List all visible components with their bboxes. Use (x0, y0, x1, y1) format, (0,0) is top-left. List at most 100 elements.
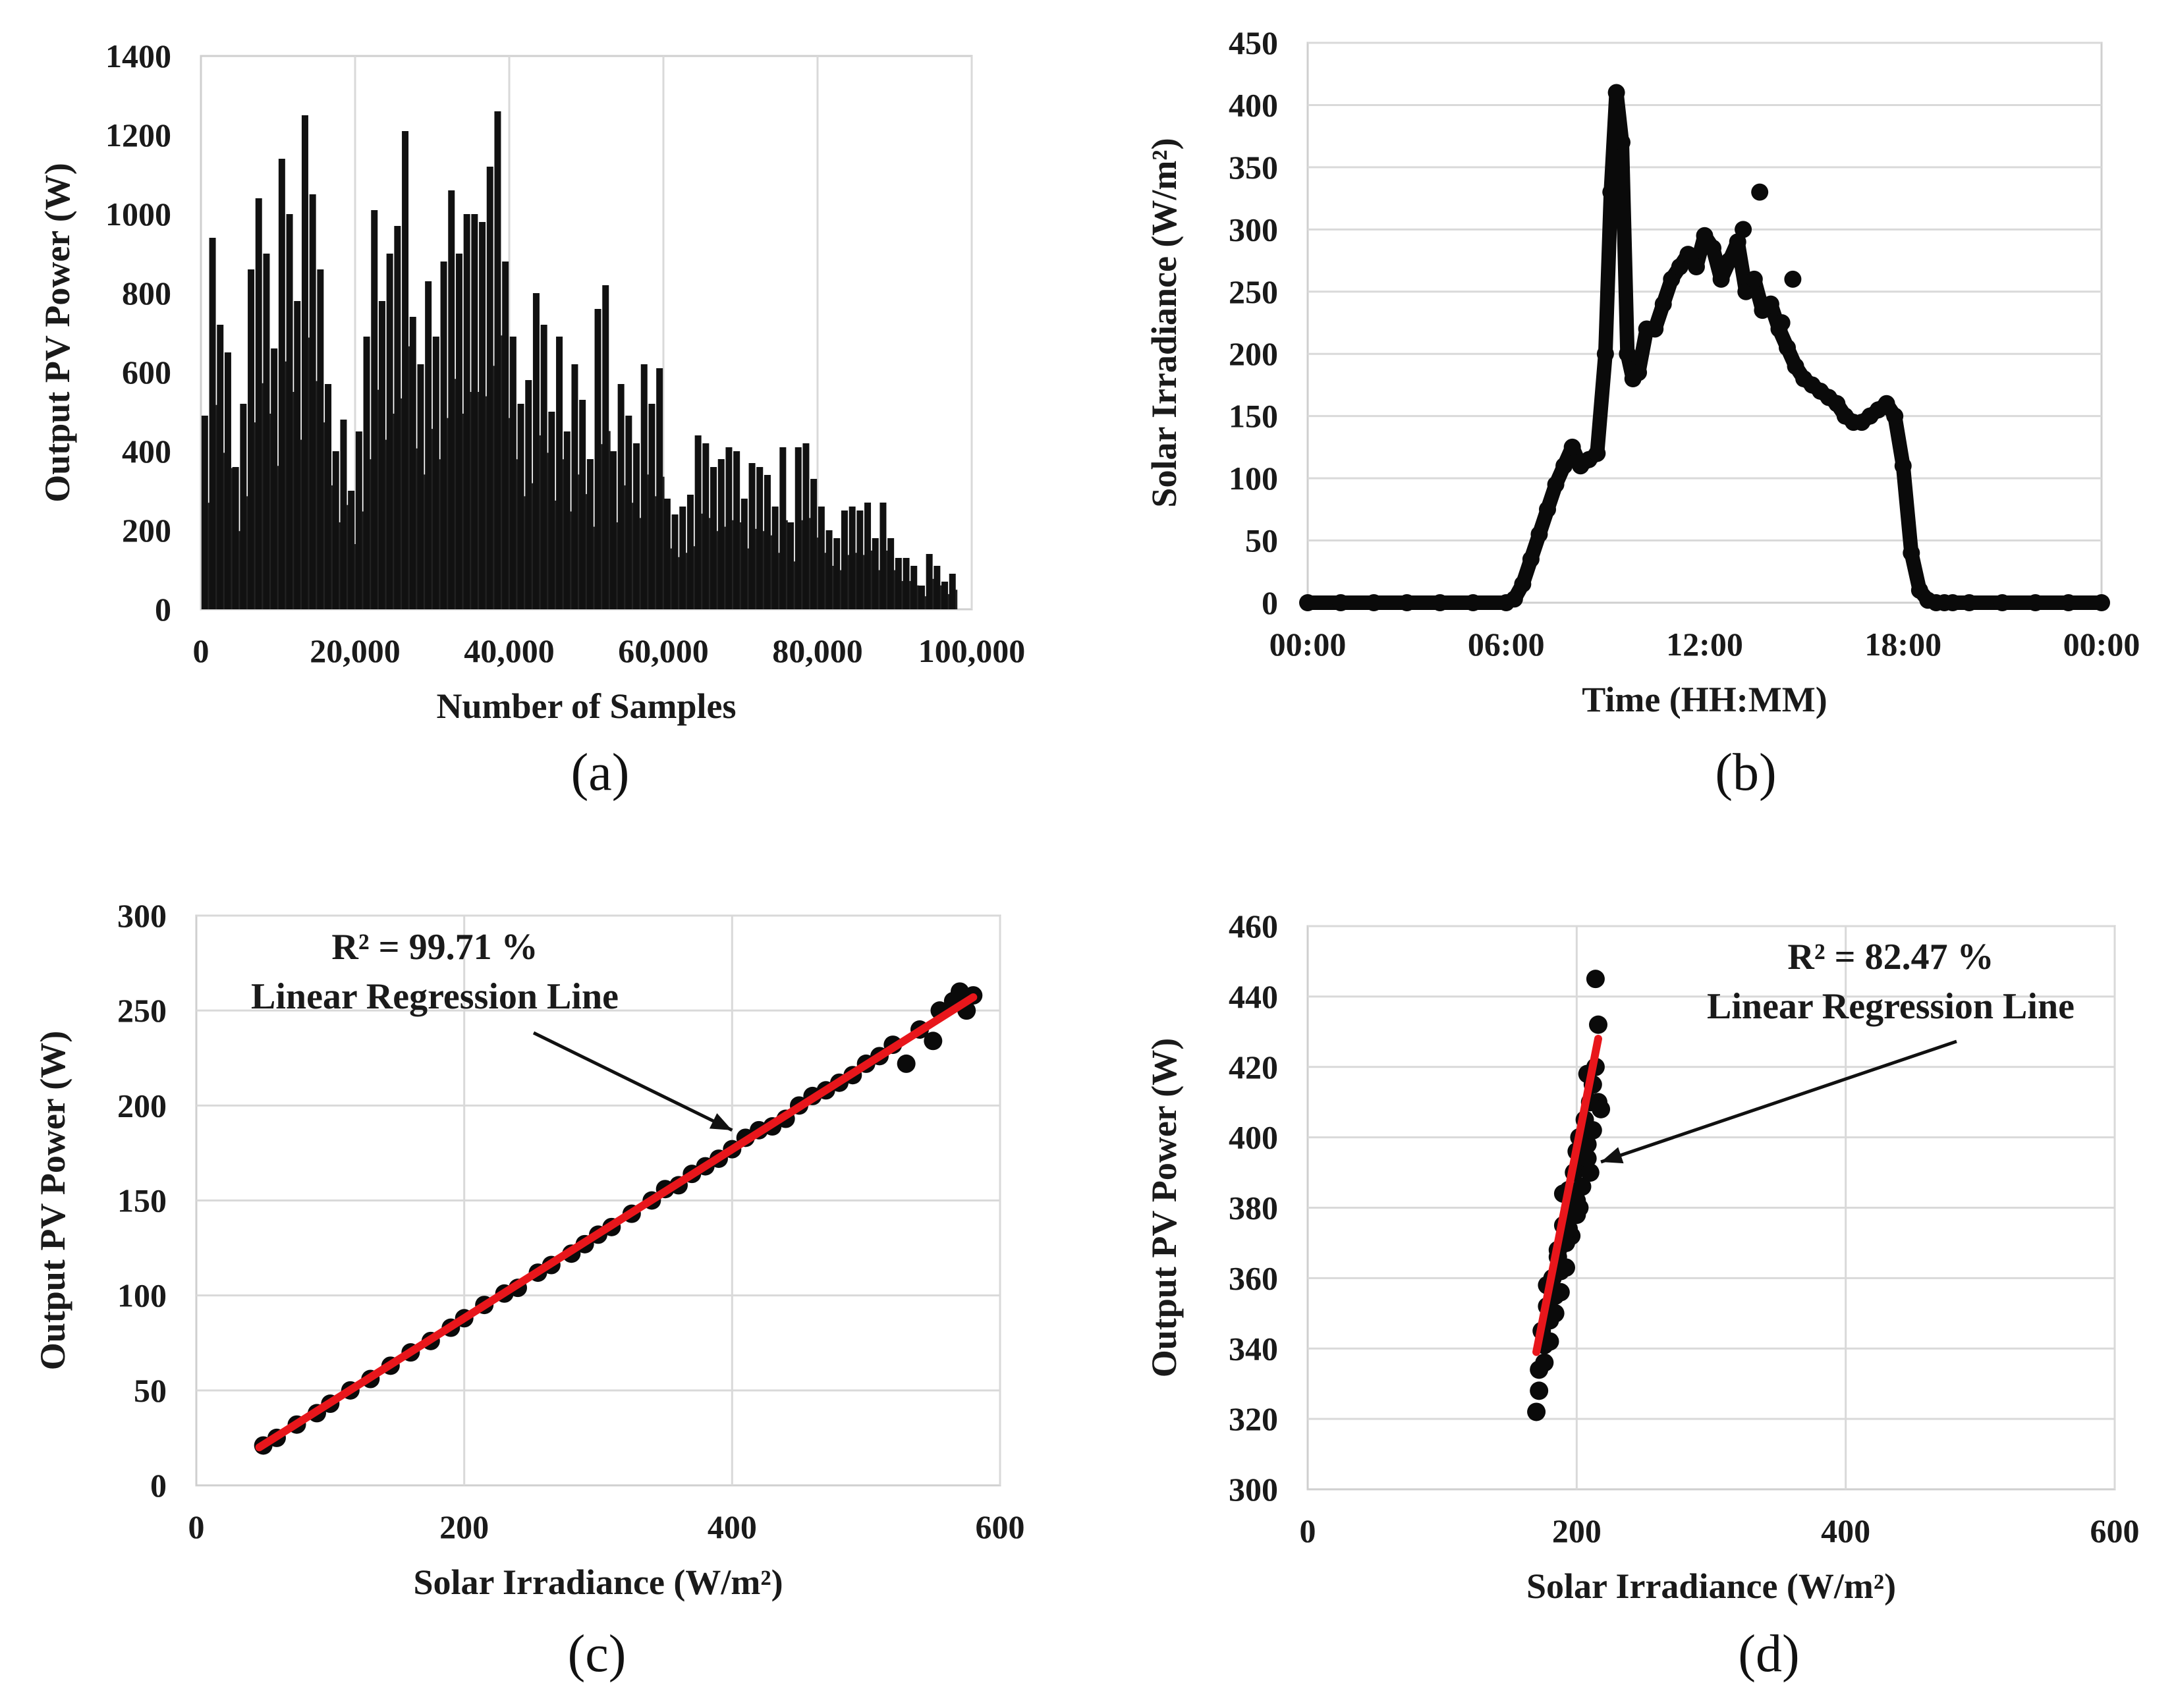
y-tick-label: 360 (1229, 1259, 1278, 1296)
y-tick-label: 300 (117, 897, 167, 934)
data-point (1398, 594, 1416, 611)
annotation-arrow (532, 1031, 733, 1132)
bar (479, 222, 486, 609)
y-axis-title: Output PV Power (W) (33, 1031, 72, 1370)
data-point (1961, 594, 1978, 611)
data-point (1535, 1353, 1554, 1372)
y-tick-label: 50 (134, 1372, 167, 1409)
plot-area (1306, 41, 2103, 604)
data-point (2059, 594, 2077, 611)
x-tick-label: 20,000 (310, 632, 401, 669)
bar (609, 451, 617, 609)
data-point (1464, 594, 1482, 611)
bar (656, 368, 663, 609)
series-line (1300, 85, 2109, 610)
bar (625, 416, 632, 609)
bar (602, 285, 609, 609)
data-point (1654, 295, 1672, 313)
data-point (1431, 594, 1449, 611)
bar (371, 210, 378, 609)
data-point (1299, 594, 1316, 611)
data-point (1547, 476, 1565, 493)
data-point (1613, 134, 1630, 152)
bar (686, 495, 694, 609)
x-tick-label: 60,000 (618, 632, 709, 669)
bar (918, 586, 925, 609)
bar (633, 443, 640, 609)
y-axis-title: Solar Irradiance (W/m²) (1144, 138, 1184, 507)
bar (556, 337, 563, 609)
bar (255, 198, 262, 609)
y-tick-label: 340 (1229, 1330, 1278, 1367)
bar (440, 262, 447, 609)
bar (455, 254, 462, 609)
bar (887, 538, 895, 609)
y-tick-label: 150 (1229, 398, 1278, 435)
chart-a: 0 20,000 40,000 60,000 80,000 100,000 0 200 400 6… (38, 38, 1025, 726)
data-point (1592, 1099, 1611, 1118)
x-tick-label: 80,000 (772, 632, 863, 669)
chart-d: 0 200 400 600 300 320 340 360 380 400 420 440 460 Sol… (1144, 908, 2140, 1606)
data-point (1530, 526, 1548, 543)
y-tick-label: 400 (122, 433, 171, 470)
bar (748, 463, 756, 609)
y-tick-label: 100 (1229, 460, 1278, 497)
bar (771, 507, 779, 609)
bar (355, 431, 362, 609)
bar (532, 293, 540, 609)
y-tick-label: 300 (1229, 211, 1278, 248)
y-tick-label: 300 (1229, 1471, 1278, 1508)
data-point (1696, 227, 1714, 244)
data-point (1630, 364, 1648, 381)
bar (879, 503, 887, 609)
bar (872, 538, 879, 609)
bar (309, 194, 316, 609)
x-tick-label: 0 (193, 632, 209, 669)
data-point (1588, 445, 1606, 462)
bar (271, 348, 278, 609)
regression-line-label: Linear Regression Line (1707, 986, 2075, 1027)
data-point (1527, 1402, 1546, 1421)
data-point (1619, 345, 1636, 363)
bar (756, 467, 764, 609)
bar (448, 190, 455, 609)
bar (548, 412, 555, 609)
chart-c: 0 200 400 600 0 50 100 150 200 250 300 Solar Irradi… (33, 897, 1025, 1602)
y-tick-label: 150 (117, 1182, 167, 1219)
y-tick-label: 420 (1229, 1049, 1278, 1086)
chart-b: 00:00 06:00 12:00 18:00 00:00 0 50 100 150 200 250… (1144, 24, 2140, 719)
y-tick-label: 400 (1229, 1119, 1278, 1156)
data-point (1573, 1177, 1592, 1196)
bar (509, 337, 516, 609)
data-point (1586, 970, 1605, 989)
data-point (1583, 1120, 1602, 1140)
data-point (1671, 258, 1688, 275)
bar (841, 510, 848, 609)
y-tick-label: 1400 (105, 38, 171, 74)
x-tick-label: 200 (1552, 1512, 1602, 1549)
bar (864, 503, 872, 609)
bar (486, 167, 493, 609)
bar (679, 507, 686, 609)
y-tick-label: 1000 (105, 196, 171, 233)
bar (926, 554, 933, 609)
panel-c: 0 200 400 600 0 50 100 150 200 250 300 Solar Irradi… (0, 854, 1087, 1708)
data-point (1505, 590, 1523, 608)
y-axis-title: Output PV Power (W) (38, 163, 77, 502)
bar (825, 530, 833, 609)
data-point (897, 1054, 916, 1073)
bar (740, 499, 748, 609)
x-tick-label: 400 (708, 1508, 757, 1545)
bar (502, 262, 509, 609)
bar (787, 522, 794, 609)
x-tick-label: 12:00 (1666, 626, 1743, 663)
y-tick-label: 460 (1229, 908, 1278, 945)
data-point (2026, 594, 2044, 611)
data-point (1602, 183, 1620, 201)
annotation-arrowhead (1601, 1147, 1624, 1164)
data-point (1737, 283, 1755, 300)
data-point (1607, 84, 1625, 101)
x-axis-title: Solar Irradiance (W/m²) (413, 1562, 783, 1602)
bar (463, 214, 470, 609)
bar (471, 214, 478, 609)
